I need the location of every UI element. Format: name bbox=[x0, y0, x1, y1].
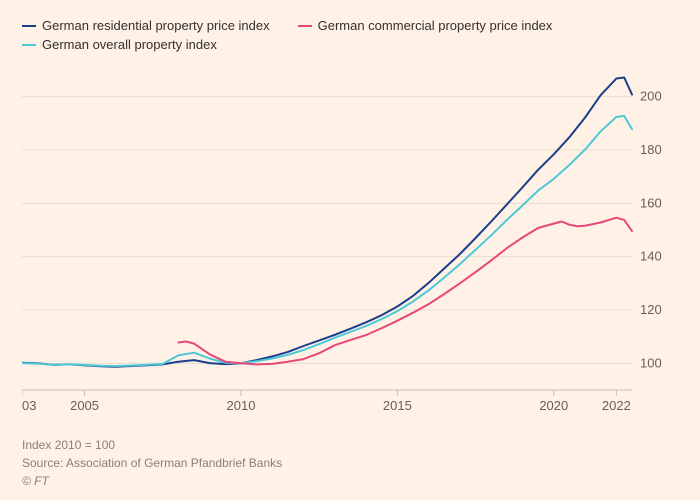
x-tick-label: 2003 bbox=[22, 398, 36, 413]
series-line-commercial bbox=[178, 218, 632, 365]
x-tick-label: 2020 bbox=[539, 398, 568, 413]
series-line-residential bbox=[22, 78, 632, 367]
legend-item: German residential property price index bbox=[22, 18, 270, 33]
y-tick-label: 100 bbox=[640, 355, 662, 370]
x-tick-label: 2010 bbox=[227, 398, 256, 413]
line-chart-plot: 100 120 140 160 180 200 2003 2005 2010 2015 2020 20… bbox=[22, 60, 678, 420]
legend: German residential property price index G… bbox=[22, 18, 662, 52]
x-tick-label: 2005 bbox=[70, 398, 99, 413]
x-tick-label: 2015 bbox=[383, 398, 412, 413]
legend-swatch bbox=[298, 25, 312, 27]
y-tick-label: 180 bbox=[640, 142, 662, 157]
legend-item: German overall property index bbox=[22, 37, 217, 52]
y-tick-label: 120 bbox=[640, 302, 662, 317]
legend-swatch bbox=[22, 44, 36, 46]
legend-label: German overall property index bbox=[42, 37, 217, 52]
footer-subtitle: Index 2010 = 100 bbox=[22, 436, 282, 454]
chart-footer: Index 2010 = 100 Source: Association of … bbox=[22, 436, 282, 490]
series-line-overall bbox=[22, 116, 632, 366]
footer-source: Source: Association of German Pfandbrief… bbox=[22, 454, 282, 472]
legend-item: German commercial property price index bbox=[298, 18, 553, 33]
legend-label: German residential property price index bbox=[42, 18, 270, 33]
legend-label: German commercial property price index bbox=[318, 18, 553, 33]
y-tick-label: 160 bbox=[640, 195, 662, 210]
legend-swatch bbox=[22, 25, 36, 27]
y-tick-label: 140 bbox=[640, 249, 662, 264]
y-tick-label: 200 bbox=[640, 89, 662, 104]
x-tick-label: 2022 bbox=[602, 398, 631, 413]
footer-copyright: © FT bbox=[22, 472, 282, 490]
chart-container: German residential property price index G… bbox=[0, 0, 700, 500]
